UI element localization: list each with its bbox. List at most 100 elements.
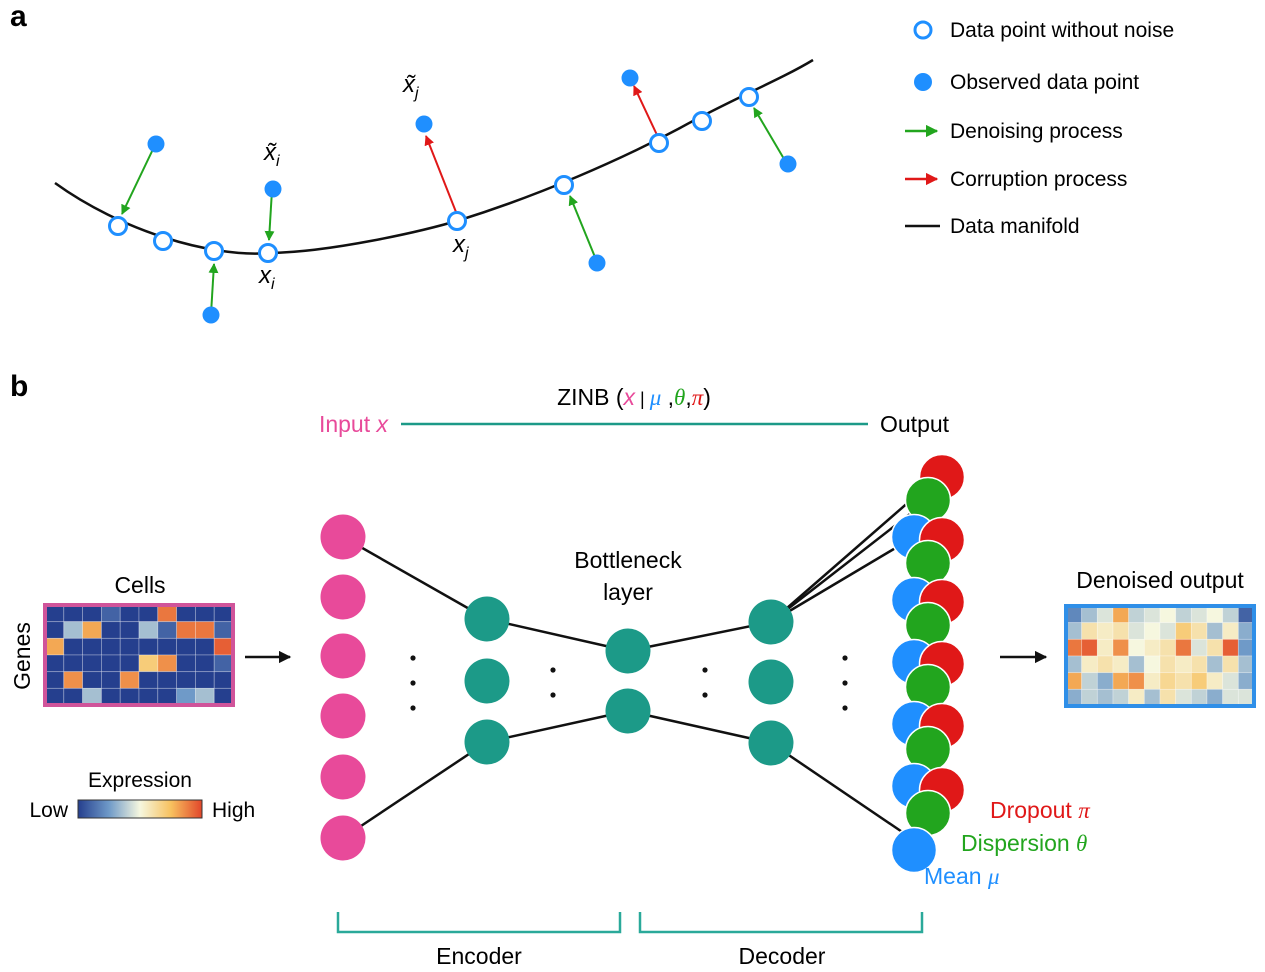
heatmap-cell — [1237, 688, 1255, 707]
heatmap-cell — [157, 687, 178, 706]
open-circle-icon — [913, 20, 933, 40]
heatmap-cell — [1081, 638, 1098, 657]
output-label: Output — [880, 411, 950, 437]
heatmap-cell — [157, 671, 178, 689]
heatmap-cell — [1096, 672, 1114, 690]
heatmap-cell — [1065, 638, 1083, 657]
input-label: Input x — [319, 411, 390, 437]
heatmap-cell — [1190, 638, 1208, 657]
heatmap-cell — [1112, 672, 1130, 690]
heatmap-cell — [1159, 688, 1177, 707]
heatmap-cell — [1143, 638, 1161, 657]
heatmap-cell — [1222, 688, 1239, 707]
heatmap-cell — [138, 604, 159, 623]
heatmap-cell — [1096, 622, 1114, 640]
heatmap-cell — [213, 604, 234, 623]
heatmap-cell — [176, 671, 196, 689]
heatmap-cell — [119, 671, 140, 689]
heatmap-cell — [213, 621, 234, 639]
cells-label: Cells — [114, 572, 165, 598]
panel-b-label: b — [10, 370, 28, 403]
xj-label: xj — [452, 231, 469, 262]
heatmap-cell — [194, 604, 215, 623]
heatmap-cell — [1143, 622, 1161, 640]
heatmap-cell — [194, 621, 215, 639]
heatmap-cell — [1096, 688, 1114, 707]
heatmap-cell — [1190, 605, 1208, 624]
output-heatmap — [1065, 605, 1255, 707]
heatmap-cell — [1096, 638, 1114, 657]
heatmap-cell — [138, 621, 159, 639]
mean-node — [890, 826, 938, 874]
heatmap-cell — [1065, 622, 1083, 640]
heatmap-cell — [1128, 622, 1145, 640]
heatmap-cell — [1222, 605, 1239, 624]
heatmap-cell — [82, 604, 102, 623]
heatmap-cell — [101, 671, 121, 689]
heatmap-cell — [1112, 622, 1130, 640]
heatmap-cell — [194, 637, 215, 656]
heatmap-cell — [1175, 622, 1192, 640]
heatmap-cell — [82, 621, 102, 639]
heatmap-cell — [44, 687, 65, 706]
bottleneck-layer — [605, 628, 651, 734]
heatmap-cell — [82, 637, 102, 656]
heatmap-cell — [1159, 605, 1177, 624]
heatmap-cell — [1190, 655, 1208, 674]
heatmap-cell — [44, 654, 65, 673]
heatmap-cell — [1128, 672, 1145, 690]
genes-label: Genes — [9, 622, 35, 690]
heatmap-cell — [1081, 655, 1098, 674]
legend-label-manifold: Data manifold — [950, 215, 1080, 238]
expression-title: Expression — [88, 769, 192, 792]
decoder-label: Decoder — [739, 943, 826, 969]
heatmap-cell — [1128, 638, 1145, 657]
heatmap-cell — [101, 637, 121, 656]
filled-circle-icon — [914, 73, 932, 91]
heatmap-cell — [1081, 622, 1098, 640]
heatmap-cell — [213, 687, 234, 706]
heatmap-cell — [213, 637, 234, 656]
heatmap-cell — [119, 687, 140, 706]
legend-label-corruption: Corruption process — [950, 168, 1127, 191]
heatmap-cell — [1175, 638, 1192, 657]
heatmap-cell — [1222, 638, 1239, 657]
heatmap-cell — [1112, 688, 1130, 707]
heatmap-cell — [1143, 672, 1161, 690]
heatmap-cell — [1081, 672, 1098, 690]
network-connections — [342, 472, 943, 842]
encoder-bracket — [336, 912, 622, 934]
input-heatmap-border — [43, 603, 235, 707]
heatmap-cell — [1112, 638, 1130, 657]
heatmap-cell — [1206, 622, 1224, 640]
heatmap-cell — [101, 604, 121, 623]
heatmap-cell — [138, 637, 159, 656]
heatmap-cell — [1065, 605, 1083, 624]
heatmap-cell — [44, 637, 65, 656]
xi-label: xi — [258, 262, 275, 293]
zinb-title: ZINB (x | μ ,θ,π) — [557, 384, 711, 410]
heatmap-cell — [63, 654, 83, 673]
heatmap-cell — [63, 687, 83, 706]
panel-a-label: a — [10, 0, 27, 33]
heatmap-cell — [1128, 605, 1145, 624]
denoising-arrows — [121, 107, 788, 315]
expression-high-label: High — [212, 799, 255, 822]
heatmap-cell — [101, 621, 121, 639]
dropout-label: Dropout π — [990, 797, 1091, 823]
heatmap-cell — [1096, 655, 1114, 674]
heatmap-cell — [119, 637, 140, 656]
decoder-bracket — [638, 912, 924, 934]
ellipsis-dots — [410, 655, 848, 711]
heatmap-cell — [101, 687, 121, 706]
input-heatmap — [44, 604, 234, 706]
heatmap-cell — [1065, 655, 1083, 674]
expression-low-label: Low — [29, 799, 68, 822]
heatmap-cell — [1190, 672, 1208, 690]
heatmap-cell — [1206, 672, 1224, 690]
heatmap-cell — [63, 604, 83, 623]
heatmap-cell — [213, 654, 234, 673]
heatmap-cell — [82, 687, 102, 706]
bottleneck-label-line1: Bottleneck — [574, 547, 682, 573]
mean-label: Mean μ — [924, 863, 999, 889]
